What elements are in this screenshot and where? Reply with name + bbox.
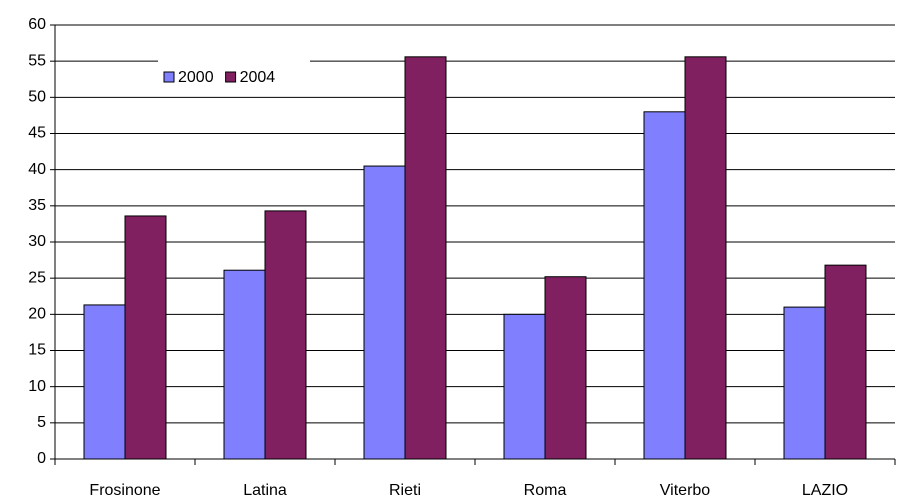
legend-swatch [225, 71, 237, 83]
y-tick-label: 55 [28, 52, 46, 69]
y-tick-label: 30 [28, 233, 46, 250]
bar [83, 304, 126, 460]
y-tick-label: 15 [28, 342, 46, 359]
y-tick-label: 40 [28, 161, 46, 178]
bar [264, 210, 307, 460]
x-tick-label: Latina [243, 482, 287, 499]
legend-swatch [163, 71, 175, 83]
y-tick-label: 35 [28, 197, 46, 214]
x-tick-label: Frosinone [89, 482, 160, 499]
bar [363, 165, 406, 460]
bar [503, 313, 546, 460]
y-tick-label: 45 [28, 125, 46, 142]
y-tick-label: 60 [28, 16, 46, 33]
x-tick-label: Rieti [389, 482, 421, 499]
bar [783, 306, 826, 460]
y-tick-label: 50 [28, 89, 46, 106]
x-tick-label: Viterbo [660, 482, 711, 499]
bar [223, 269, 266, 460]
legend-label: 2000 [178, 69, 214, 86]
bar [404, 56, 447, 460]
y-tick-label: 25 [28, 269, 46, 286]
y-tick-label: 5 [37, 414, 46, 431]
bar [684, 56, 727, 460]
bar [824, 264, 867, 460]
x-tick-label: LAZIO [802, 482, 848, 499]
legend-label: 2004 [240, 69, 276, 86]
bar [544, 276, 587, 460]
bar [124, 215, 167, 460]
bar [643, 111, 686, 460]
x-tick-label: Roma [524, 482, 567, 499]
y-tick-label: 10 [28, 378, 46, 395]
y-tick-label: 20 [28, 306, 46, 323]
y-tick-label: 0 [37, 450, 46, 467]
